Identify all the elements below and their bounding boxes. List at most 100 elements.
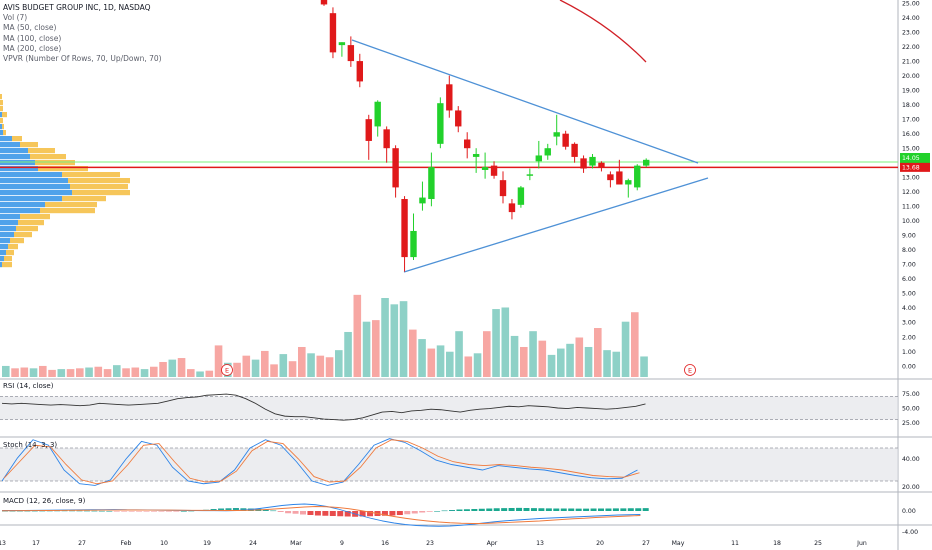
macd-hist-bar: [508, 508, 515, 511]
support-price-tag-text: 13.68: [902, 165, 920, 172]
macd-hist-bar: [232, 508, 239, 511]
macd-hist-bar: [218, 508, 225, 511]
macd-hist-bar: [516, 507, 523, 511]
volume-bar: [140, 369, 149, 377]
volume-bar: [196, 371, 204, 377]
macd-hist-bar: [575, 508, 582, 511]
candle: [338, 42, 346, 57]
candle: [526, 168, 534, 181]
candle-body: [571, 143, 578, 157]
macd-hist-bar: [314, 511, 321, 516]
volume-bar: [594, 328, 602, 377]
volume-bar: [261, 350, 269, 377]
vpvr-down-bar: [2, 262, 12, 268]
volume-bar: [557, 348, 565, 377]
macd-hist-bar: [113, 511, 120, 512]
volume-bar: [473, 353, 482, 377]
macd-hist-bar: [69, 510, 76, 512]
candle-body: [517, 187, 525, 205]
volume-bar: [446, 351, 454, 377]
volume-bar: [205, 370, 214, 377]
price-tick: 3.00: [902, 320, 916, 327]
candle: [508, 199, 516, 220]
candle: [589, 154, 596, 169]
price-tick: 4.00: [902, 305, 916, 312]
price-tick: 5.00: [902, 291, 916, 298]
vpvr-down-bar: [0, 106, 3, 112]
macd-hist-bar: [612, 508, 619, 511]
volume-bar: [85, 367, 93, 377]
stoch-panel: 40.00 20.00: [0, 438, 920, 491]
earnings-marker-2-label: E: [688, 367, 692, 375]
date-tick: 20: [596, 540, 604, 547]
candle-body: [490, 165, 498, 176]
volume-bar: [640, 356, 648, 377]
date-tick: 23: [426, 540, 434, 547]
last-price-tag-text: 14.05: [902, 155, 920, 162]
vpvr-down-bar: [0, 118, 3, 124]
vpvr-up-bar: [0, 196, 62, 202]
price-tick: 24.00: [902, 15, 920, 22]
volume-bar: [177, 358, 186, 377]
vpvr-up-bar: [0, 262, 2, 268]
macd-label[interactable]: MACD (12, 26, close, 9): [3, 497, 86, 505]
vpvr-down-bar: [38, 166, 88, 172]
legend-vol[interactable]: Vol (7): [3, 13, 28, 23]
macd-hist-bar: [300, 511, 306, 515]
candle-body: [320, 0, 328, 5]
candle: [571, 142, 578, 163]
price-tick: 16.00: [902, 131, 920, 138]
candle: [535, 140, 542, 169]
candle: [472, 148, 480, 173]
volume-bar: [566, 343, 574, 377]
candle: [580, 155, 587, 173]
vpvr-up-bar: [0, 124, 2, 130]
volume-bar: [492, 309, 500, 377]
candle-body: [446, 84, 453, 111]
candle-body: [553, 132, 560, 137]
price-axis: 25.00 24.00 23.00 22.00 21.00 20.00 19.00 18.00…: [900, 0, 930, 370]
time-axis: 13 17 27 Feb 10 19 24 Mar 9 16 23 Apr 13 20 27 May 11 18 2…: [0, 540, 867, 547]
volume-bar: [455, 331, 463, 377]
price-tick: 11.00: [902, 204, 920, 211]
vpvr-down-bar: [8, 244, 18, 250]
candle-body: [481, 167, 489, 170]
legend-vpvr[interactable]: VPVR (Number Of Rows, 70, Up/Down, 70): [3, 54, 162, 64]
volume-bar: [520, 346, 528, 377]
candle: [490, 161, 498, 179]
macd-hist-bar: [151, 511, 157, 512]
price-tick: 20.00: [902, 73, 920, 80]
volume-bar: [159, 361, 167, 377]
legend-ma100[interactable]: MA (100, close): [3, 33, 62, 43]
volume-bar: [575, 337, 584, 377]
macd-hist-bar: [165, 511, 172, 512]
stoch-k-line: [1, 438, 638, 486]
vpvr-up-bar: [0, 154, 30, 160]
candle: [410, 213, 417, 261]
macd-tick: -4.00: [902, 529, 918, 536]
stoch-label[interactable]: Stoch (14, 3, 3): [3, 441, 58, 449]
volume-bar: [381, 298, 389, 377]
rsi-label[interactable]: RSI (14, close): [3, 382, 54, 390]
legend-ma200[interactable]: MA (200, close): [3, 43, 62, 53]
volume-bar: [399, 301, 408, 377]
date-tick: 13: [0, 540, 6, 547]
date-tick: 27: [642, 540, 650, 547]
volume-bar: [390, 304, 399, 377]
macd-hist-bar: [329, 511, 336, 516]
candles: [320, 0, 650, 272]
macd-hist-bar: [359, 511, 366, 517]
volume-bar: [57, 369, 66, 377]
volume-bar: [529, 331, 537, 377]
macd-hist-bar: [411, 511, 418, 514]
macd-hist-bar: [389, 511, 396, 516]
signal-line: [1, 506, 641, 524]
macd-line: [2, 503, 641, 527]
candle-body: [580, 158, 587, 169]
date-tick: 16: [381, 540, 389, 547]
macd-hist-bar: [449, 510, 455, 511]
candle-body: [374, 101, 381, 127]
legend-ma50[interactable]: MA (50, close): [3, 23, 57, 33]
candle: [419, 181, 426, 211]
macd-hist-bar: [292, 511, 299, 514]
